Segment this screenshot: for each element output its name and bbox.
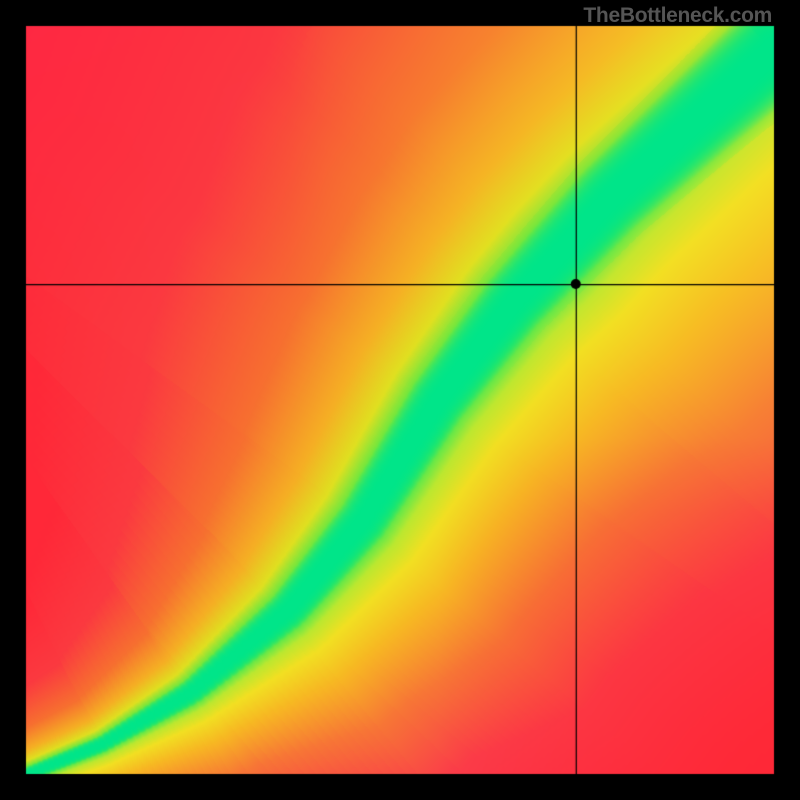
watermark-text: TheBottleneck.com [583, 4, 772, 28]
heatmap-canvas [0, 0, 800, 800]
chart-container: TheBottleneck.com [0, 0, 800, 800]
